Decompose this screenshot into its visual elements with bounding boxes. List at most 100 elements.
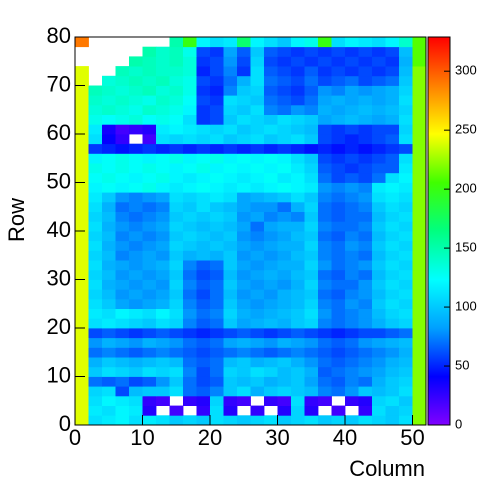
heatmap-cell	[386, 338, 400, 348]
heatmap-cell	[305, 37, 319, 47]
heatmap-cell	[332, 357, 346, 367]
heatmap-cell	[278, 328, 292, 338]
heatmap-cell	[116, 221, 130, 231]
heatmap-cell	[210, 183, 224, 193]
heatmap-cell	[102, 377, 116, 387]
heatmap-cell	[156, 105, 170, 115]
x-tick-label: 20	[198, 425, 222, 450]
heatmap-cell	[318, 66, 332, 76]
heatmap-cell	[129, 377, 143, 387]
heatmap-cell	[89, 144, 103, 154]
heatmap-cell	[305, 357, 319, 367]
heatmap-cell	[224, 347, 238, 357]
heatmap-cell	[278, 105, 292, 115]
heatmap-cell	[224, 95, 238, 105]
heatmap-cell	[291, 367, 305, 377]
heatmap-cell	[305, 231, 319, 241]
heatmap-cell	[413, 289, 427, 299]
heatmap-cell	[305, 95, 319, 105]
heatmap-cell	[143, 183, 157, 193]
heatmap-cell	[318, 86, 332, 96]
heatmap-cell	[386, 289, 400, 299]
heatmap-cell	[129, 183, 143, 193]
heatmap-cell	[116, 328, 130, 338]
heatmap-cell	[102, 250, 116, 260]
heatmap-cell	[318, 328, 332, 338]
heatmap-cell	[237, 115, 251, 125]
heatmap-cell	[264, 250, 278, 260]
heatmap-cell	[345, 144, 359, 154]
heatmap-cell	[291, 212, 305, 222]
heatmap-cell	[359, 299, 373, 309]
heatmap-cell	[413, 338, 427, 348]
heatmap-cell	[224, 163, 238, 173]
heatmap-cell	[359, 221, 373, 231]
heatmap-cell	[359, 105, 373, 115]
heatmap-cell	[251, 115, 265, 125]
heatmap-cell	[129, 95, 143, 105]
heatmap-cell	[237, 396, 251, 406]
heatmap-cell	[224, 415, 238, 425]
heatmap-cell	[372, 212, 386, 222]
heatmap-cell	[102, 95, 116, 105]
heatmap-cell	[372, 95, 386, 105]
heatmap-cell	[129, 163, 143, 173]
heatmap-cell	[210, 318, 224, 328]
heatmap-cell	[183, 299, 197, 309]
heatmap-cell	[102, 115, 116, 125]
heatmap-cell	[359, 415, 373, 425]
heatmap-cell	[332, 192, 346, 202]
heatmap-cell	[278, 280, 292, 290]
heatmap-cell	[305, 47, 319, 57]
heatmap-cell	[305, 309, 319, 319]
heatmap-cell	[318, 231, 332, 241]
heatmap-cell	[372, 318, 386, 328]
heatmap-cell	[291, 183, 305, 193]
heatmap-cell	[332, 212, 346, 222]
heatmap-cell	[264, 270, 278, 280]
heatmap-cell	[332, 86, 346, 96]
heatmap-cell	[359, 37, 373, 47]
heatmap-cell	[224, 270, 238, 280]
heatmap-cell	[345, 76, 359, 86]
heatmap-cell	[75, 231, 89, 241]
heatmap-cell	[156, 280, 170, 290]
heatmap-cell	[251, 289, 265, 299]
heatmap-cell	[278, 318, 292, 328]
heatmap-cell	[386, 280, 400, 290]
heatmap-cell	[372, 173, 386, 183]
heatmap-cell	[372, 66, 386, 76]
heatmap-cell	[102, 328, 116, 338]
heatmap-cell	[75, 377, 89, 387]
heatmap-cell	[143, 357, 157, 367]
heatmap-cell	[210, 270, 224, 280]
heatmap-cell	[197, 144, 211, 154]
heatmap-cell	[129, 66, 143, 76]
heatmap-cell	[183, 338, 197, 348]
heatmap-cell	[129, 56, 143, 66]
heatmap-cell	[372, 338, 386, 348]
heatmap-cell	[75, 192, 89, 202]
heatmap-cell	[89, 124, 103, 134]
heatmap-cell	[345, 153, 359, 163]
heatmap-cell	[278, 192, 292, 202]
heatmap-cell	[359, 173, 373, 183]
heatmap-cell	[156, 415, 170, 425]
heatmap-cell	[170, 192, 184, 202]
heatmap-cell	[399, 183, 413, 193]
heatmap-cell	[116, 134, 130, 144]
heatmap-cell	[264, 221, 278, 231]
heatmap-cell	[291, 56, 305, 66]
heatmap-cell	[345, 347, 359, 357]
z-tick-label: 200	[455, 181, 477, 196]
heatmap-cell	[89, 115, 103, 125]
heatmap-cell	[210, 105, 224, 115]
heatmap-cell	[399, 377, 413, 387]
heatmap-cell	[143, 163, 157, 173]
heatmap-cell	[224, 37, 238, 47]
heatmap-cell	[89, 270, 103, 280]
heatmap-cell	[399, 163, 413, 173]
heatmap-cell	[183, 396, 197, 406]
heatmap-cell	[237, 183, 251, 193]
heatmap-cell	[399, 134, 413, 144]
